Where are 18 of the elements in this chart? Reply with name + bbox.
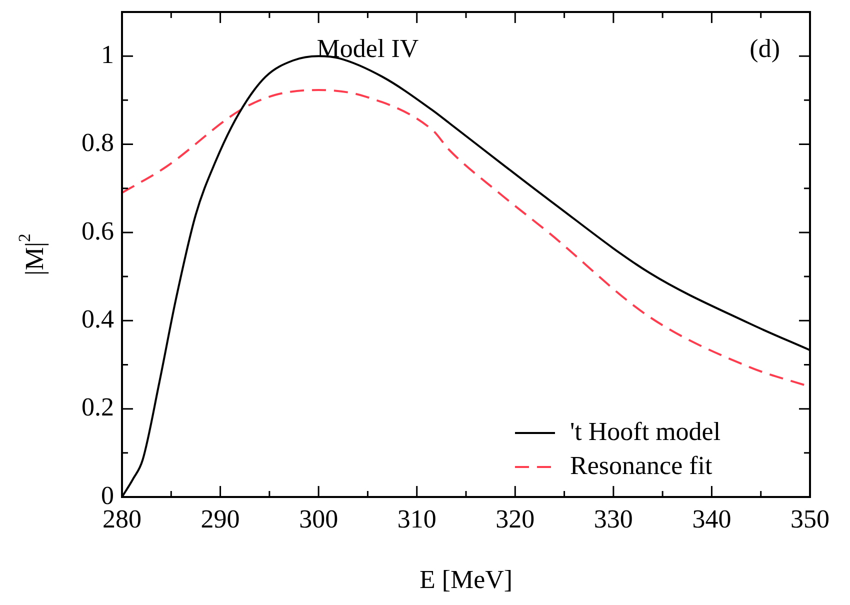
legend-label: Resonance fit [570,450,713,480]
annotation: (d) [750,34,780,63]
y-tick-label: 0.8 [82,128,114,158]
x-tick-label: 350 [790,504,830,534]
y-tick-label: 1 [101,40,114,69]
x-tick-label: 300 [299,504,338,534]
x-tick-label: 320 [496,504,535,534]
y-axis-title: |M|2 [15,234,49,276]
x-axis-title: E [MeV] [419,565,513,594]
y-tick-label: 0.2 [82,392,114,422]
x-tick-label: 330 [594,504,633,534]
y-tick-label: 0.6 [82,216,114,246]
x-tick-label: 290 [200,504,240,534]
x-tick-label: 340 [692,504,732,534]
annotation: Model IV [316,34,419,63]
y-tick-label: 0.4 [82,304,114,334]
legend-label: 't Hooft model [570,416,721,446]
x-tick-label: 310 [397,504,436,534]
